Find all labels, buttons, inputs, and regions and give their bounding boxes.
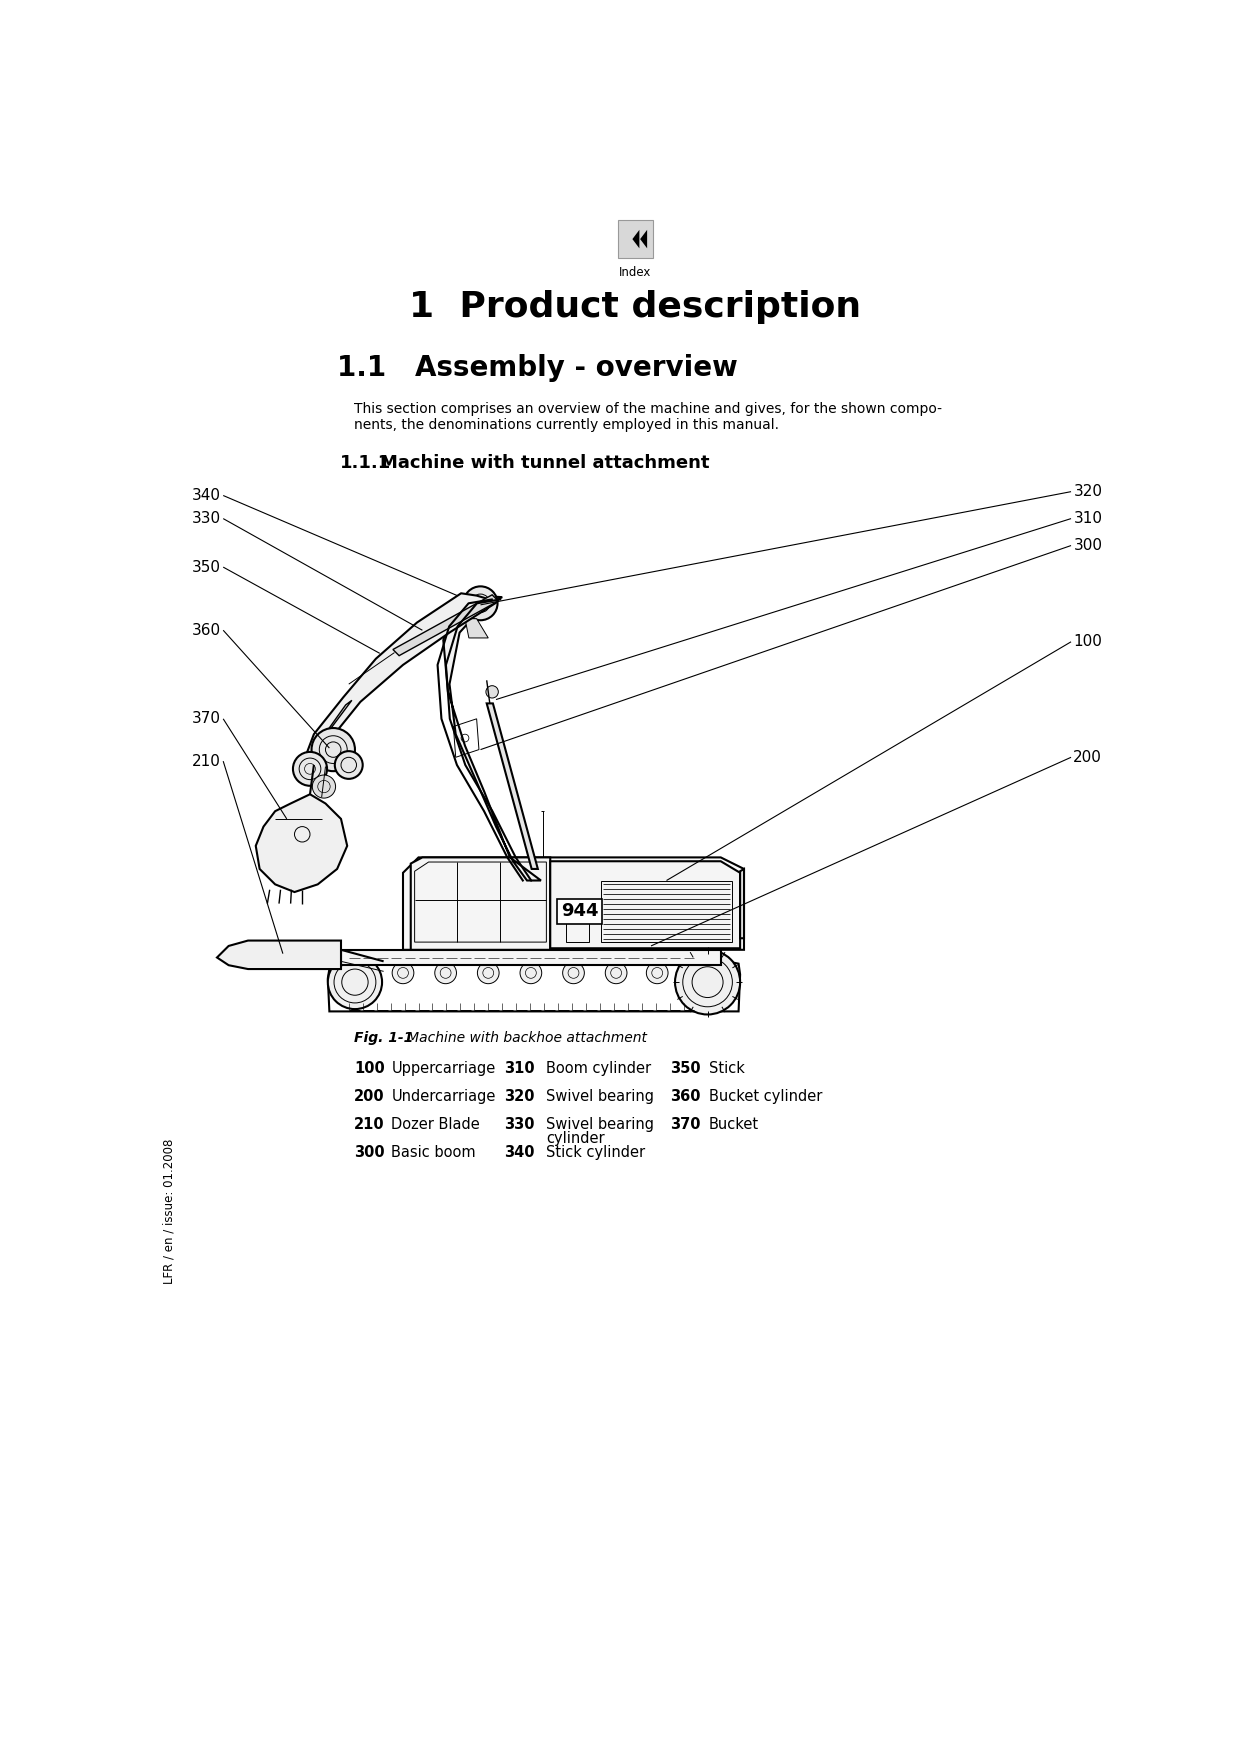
- Text: Uppercarriage: Uppercarriage: [392, 1062, 496, 1076]
- Polygon shape: [410, 858, 551, 949]
- Text: 330: 330: [503, 1116, 534, 1132]
- Circle shape: [335, 751, 362, 779]
- Text: 1.1   Assembly - overview: 1.1 Assembly - overview: [337, 355, 738, 383]
- Text: Dozer Blade: Dozer Blade: [392, 1116, 480, 1132]
- Text: 340: 340: [503, 1144, 534, 1160]
- Text: cylinder: cylinder: [547, 1130, 605, 1146]
- Text: 310: 310: [1074, 511, 1102, 526]
- Text: 300: 300: [355, 1144, 384, 1160]
- Text: 370: 370: [671, 1116, 701, 1132]
- Text: Boom cylinder: Boom cylinder: [547, 1062, 651, 1076]
- Text: 300: 300: [1074, 539, 1102, 553]
- Polygon shape: [324, 700, 352, 737]
- Text: This section comprises an overview of the machine and gives, for the shown compo: This section comprises an overview of th…: [355, 402, 942, 416]
- Text: Swivel bearing: Swivel bearing: [547, 1116, 655, 1132]
- Text: 350: 350: [671, 1062, 701, 1076]
- Text: Undercarriage: Undercarriage: [392, 1090, 496, 1104]
- Text: 340: 340: [192, 488, 221, 504]
- Text: 210: 210: [355, 1116, 384, 1132]
- Text: Fig. 1-1: Fig. 1-1: [355, 1032, 413, 1046]
- Polygon shape: [640, 230, 647, 247]
- Text: 370: 370: [192, 711, 221, 727]
- Text: nents, the denominations currently employed in this manual.: nents, the denominations currently emplo…: [355, 418, 779, 432]
- Text: 350: 350: [192, 560, 221, 574]
- Polygon shape: [551, 862, 740, 948]
- Text: 330: 330: [192, 511, 221, 526]
- Text: Bucket: Bucket: [709, 1116, 759, 1132]
- Text: 200: 200: [1074, 749, 1102, 765]
- Text: 100: 100: [1074, 634, 1102, 649]
- Circle shape: [311, 728, 355, 770]
- Circle shape: [605, 962, 627, 985]
- Circle shape: [476, 600, 485, 607]
- Text: Basic boom: Basic boom: [392, 1144, 476, 1160]
- Text: 100: 100: [355, 1062, 384, 1076]
- Text: 360: 360: [671, 1090, 701, 1104]
- Text: Swivel bearing: Swivel bearing: [547, 1090, 655, 1104]
- Text: 310: 310: [503, 1062, 534, 1076]
- Circle shape: [563, 962, 584, 985]
- Circle shape: [520, 962, 542, 985]
- Circle shape: [392, 962, 414, 985]
- Text: Stick: Stick: [709, 1062, 745, 1076]
- Circle shape: [675, 949, 740, 1014]
- Polygon shape: [403, 858, 744, 949]
- Bar: [618, 219, 653, 258]
- Text: Stick cylinder: Stick cylinder: [547, 1144, 646, 1160]
- Text: 360: 360: [192, 623, 221, 637]
- Circle shape: [486, 686, 498, 698]
- Polygon shape: [255, 795, 347, 892]
- Text: 1.1.1: 1.1.1: [340, 455, 391, 472]
- Circle shape: [312, 776, 336, 799]
- Text: Machine with backhoe attachment: Machine with backhoe attachment: [394, 1032, 647, 1046]
- Circle shape: [464, 586, 497, 620]
- Text: Machine with tunnel attachment: Machine with tunnel attachment: [379, 455, 709, 472]
- Text: Bucket cylinder: Bucket cylinder: [709, 1090, 822, 1104]
- Text: 1  Product description: 1 Product description: [409, 290, 862, 325]
- Text: 320: 320: [503, 1090, 534, 1104]
- Polygon shape: [444, 595, 541, 881]
- Text: 320: 320: [1074, 484, 1102, 498]
- Text: Index: Index: [619, 267, 652, 279]
- Circle shape: [646, 962, 668, 985]
- Polygon shape: [303, 593, 497, 769]
- Polygon shape: [486, 704, 538, 869]
- Polygon shape: [740, 869, 744, 939]
- Polygon shape: [393, 595, 498, 656]
- Circle shape: [477, 962, 498, 985]
- Text: LFR / en / issue: 01.2008: LFR / en / issue: 01.2008: [162, 1139, 175, 1285]
- Text: 200: 200: [355, 1090, 384, 1104]
- Polygon shape: [341, 949, 720, 965]
- Polygon shape: [632, 230, 640, 247]
- Circle shape: [435, 962, 456, 985]
- Circle shape: [293, 751, 327, 786]
- Text: 944: 944: [560, 902, 599, 920]
- Circle shape: [327, 955, 382, 1009]
- Polygon shape: [217, 941, 341, 969]
- Text: 210: 210: [192, 753, 221, 769]
- Polygon shape: [465, 620, 489, 639]
